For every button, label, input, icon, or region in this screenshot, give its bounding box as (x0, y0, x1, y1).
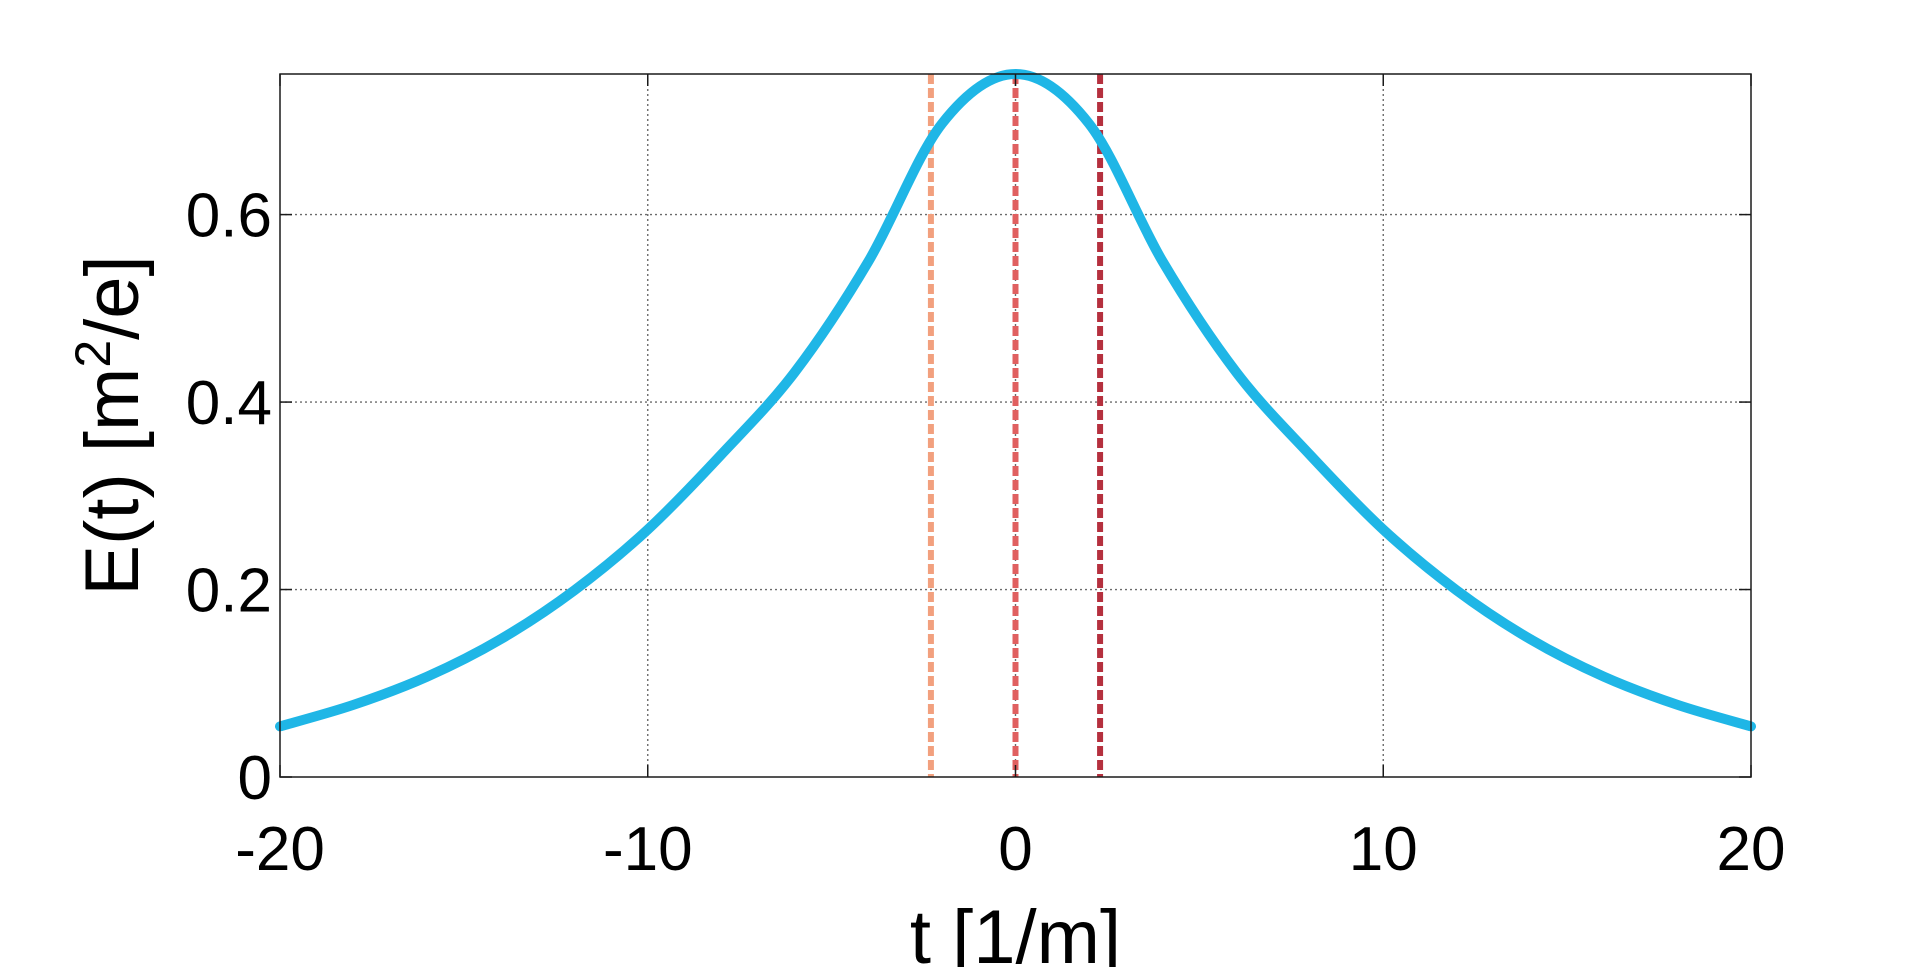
y-tick-label: 0 (238, 744, 272, 813)
y-tick-labels: 0 0.2 0.4 0.6 (186, 182, 272, 813)
axis-ticks (279, 74, 1752, 778)
x-tick-label: 20 (1717, 815, 1786, 884)
y-tick-label: 0.4 (186, 369, 272, 438)
x-tick-labels: -20 -10 0 10 20 (235, 815, 1785, 884)
y-axis-label-main: E(t) [m (70, 368, 155, 596)
y-tick-label: 0.6 (186, 182, 272, 251)
x-tick-label: -10 (603, 815, 693, 884)
x-tick-label: -20 (235, 815, 325, 884)
y-axis-label: E(t) [m2/e] (65, 255, 155, 595)
y-axis-label-superscript: 2 (65, 340, 121, 368)
y-tick-label: 0.2 (186, 557, 272, 626)
x-axis-label: t [1/m] (910, 895, 1121, 967)
y-axis-label-tail: /e] (70, 255, 155, 340)
x-tick-label: 10 (1349, 815, 1418, 884)
x-tick-label: 0 (998, 815, 1032, 884)
reference-lines (927, 74, 1104, 777)
